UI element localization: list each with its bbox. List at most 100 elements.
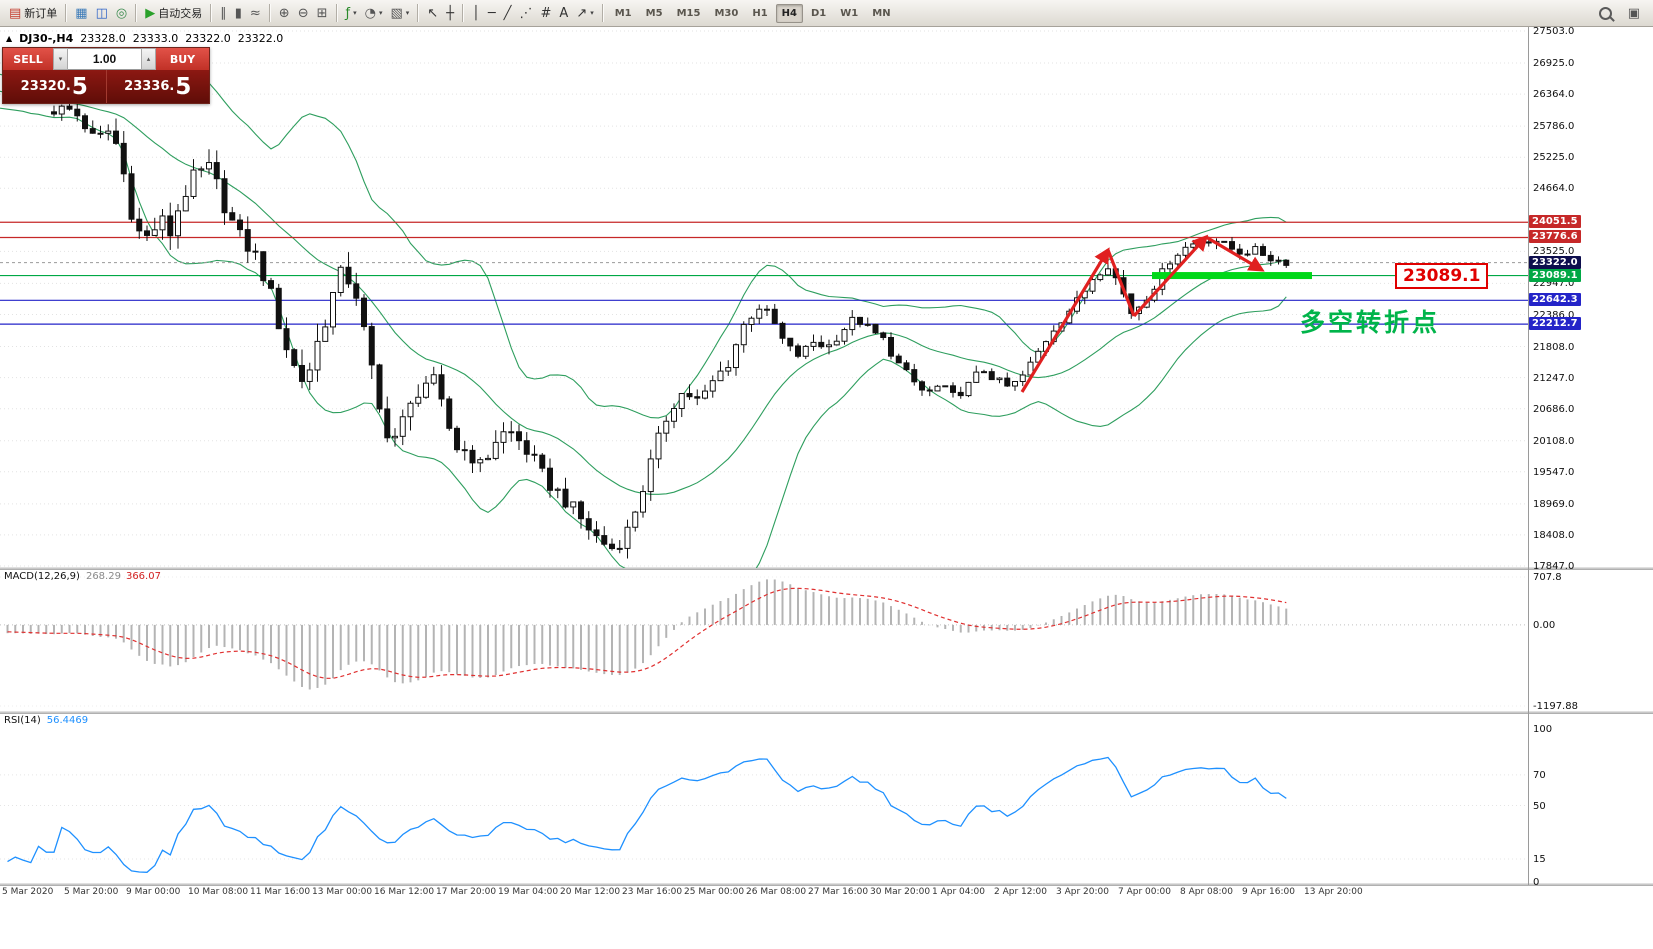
market-watch-icon[interactable]: ▦ (71, 3, 91, 24)
rsi-tick-label: 15 (1533, 854, 1546, 866)
arrows-icon-glyph: ↗ (576, 5, 588, 21)
autotrade-button-glyph: ▶ (145, 5, 156, 21)
sell-price[interactable]: 23320. 5 (3, 70, 106, 103)
trend-arrow[interactable] (1132, 234, 1209, 318)
autotrade-button[interactable]: ▶ 自动交易 (141, 3, 206, 24)
rsi-tick-label: 70 (1533, 769, 1546, 781)
rsi-line (7, 756, 1287, 873)
time-axis-label: 20 Mar 12:00 (560, 887, 621, 897)
price-tick-label: 19547.0 (1533, 466, 1575, 478)
candlestick-mode-icon[interactable]: ▮ (231, 3, 246, 24)
toolbar-separator (417, 4, 420, 22)
buy-button[interactable]: BUY (156, 48, 209, 70)
trendline-icon[interactable]: ╱ (500, 3, 516, 24)
timeframe-w1[interactable]: W1 (840, 7, 859, 19)
macd-name: MACD(12,26,9) (4, 571, 80, 582)
rsi-panel-separator[interactable] (0, 711, 1653, 714)
timeframe-h1[interactable]: H1 (752, 7, 768, 19)
ohlc-high: 23333.0 (132, 32, 179, 45)
chart-drawings (1020, 234, 1312, 393)
data-window-icon[interactable]: ◫ (92, 3, 112, 24)
time-axis-label: 5 Mar 20:00 (64, 887, 119, 897)
ohlc-close: 23322.0 (237, 32, 284, 45)
new-order-button[interactable]: ▤ 新订单 (5, 3, 61, 24)
timeframe-mn[interactable]: MN (872, 7, 891, 19)
time-axis-label: 1 Apr 04:00 (932, 887, 985, 897)
timeframe-m5[interactable]: M5 (645, 7, 663, 19)
trend-arrow[interactable] (1106, 249, 1136, 317)
timeframe-m1[interactable]: M1 (614, 7, 632, 19)
channel-icon[interactable]: ⋰ (516, 3, 537, 24)
toolbar-separator (601, 4, 604, 22)
templates-button[interactable]: ▧ ▾ (386, 3, 413, 24)
price-tick-label: 27503.0 (1533, 26, 1575, 37)
collapse-arrow-icon[interactable]: ▲ (6, 34, 13, 43)
zoom-out-icon-glyph: ⊖ (297, 5, 309, 21)
crosshair-icon[interactable]: ┼ (442, 3, 458, 24)
candlestick-mode-icon-glyph: ▮ (234, 5, 242, 21)
volume-input[interactable] (68, 48, 141, 70)
toolbar-separator (135, 4, 138, 22)
line-chart-mode-icon[interactable]: ≈ (246, 3, 265, 24)
cursor-icon[interactable]: ↖ (423, 3, 442, 24)
line-chart-mode-icon-glyph: ≈ (249, 5, 261, 21)
current-price-badge: 23322.0 (1529, 255, 1581, 269)
horizontal-line-icon[interactable]: ─ (484, 3, 500, 24)
level-lines (0, 221, 1528, 325)
annotation-text[interactable]: 多空转折点 (1300, 308, 1441, 337)
data-window-icon-glyph: ◫ (95, 5, 108, 21)
bar-chart-mode-icon[interactable]: ∥ (216, 3, 231, 24)
fibonacci-icon[interactable]: # (537, 3, 556, 24)
symbol-label: DJ30-,H4 (19, 32, 74, 45)
chart-title: ▲ DJ30-,H4 23328.0 23333.0 23322.0 23322… (6, 32, 283, 45)
trend-arrow[interactable] (1205, 235, 1265, 272)
search-icon[interactable] (1595, 3, 1616, 24)
tile-windows-icon[interactable]: ⊞ (313, 3, 332, 24)
price-tick-label: 22947.0 (1533, 278, 1575, 290)
volume-decrease-button[interactable]: ▾ (53, 48, 68, 70)
price-tick-label: 25225.0 (1533, 152, 1575, 164)
toolbar-separator (268, 4, 271, 22)
time-axis-label: 3 Apr 20:00 (1056, 887, 1109, 897)
bid-price-big-digit: 5 (71, 73, 88, 100)
volume-increase-button[interactable]: ▴ (141, 48, 156, 70)
price-level-badge: 23776.6 (1529, 230, 1581, 244)
price-level-badge: 22212.7 (1529, 317, 1581, 331)
sell-button[interactable]: SELL (3, 48, 53, 70)
price-level-badge: 23089.1 (1529, 268, 1581, 282)
timeframe-m30[interactable]: M30 (714, 7, 739, 19)
ask-price-main: 23336. (124, 79, 175, 94)
navigator-icon[interactable]: ◎ (112, 3, 131, 24)
timeframe-m15[interactable]: M15 (676, 7, 701, 19)
price-callout[interactable]: 23089.1 (1395, 263, 1489, 289)
timeframe-d1[interactable]: D1 (810, 7, 827, 19)
time-axis-label: 5 Mar 2020 (2, 887, 54, 897)
ask-price-big-digit: 5 (175, 73, 192, 100)
price-tick-label: 18969.0 (1533, 498, 1575, 510)
indicators-button[interactable]: ƒ ▾ (342, 3, 361, 24)
arrows-icon[interactable]: ↗ ▾ (572, 3, 597, 24)
macd-panel-separator[interactable] (0, 567, 1653, 570)
periods-button[interactable]: ◔ ▾ (361, 3, 387, 24)
new-order-button-label: 新订单 (24, 6, 58, 20)
vertical-line-icon[interactable]: │ (468, 3, 484, 24)
price-tick-label: 26364.0 (1533, 89, 1575, 101)
text-icon[interactable]: A (555, 3, 572, 24)
zoom-in-icon[interactable]: ⊕ (275, 3, 294, 24)
macd-value-signal: 366.07 (125, 571, 161, 582)
new-window-icon[interactable]: ▣ (1624, 3, 1644, 24)
toolbar-separator (335, 4, 338, 22)
caret-down-icon: ▾ (353, 8, 357, 17)
time-axis-label: 9 Apr 16:00 (1242, 887, 1295, 897)
caret-down-icon: ▾ (590, 8, 594, 17)
timeframe-h4[interactable]: H4 (775, 3, 803, 23)
time-axis-label: 13 Mar 00:00 (312, 887, 373, 897)
rsi-tick-label: 100 (1533, 724, 1553, 735)
trend-arrow[interactable] (1020, 247, 1110, 393)
zoom-out-icon[interactable]: ⊖ (294, 3, 313, 24)
macd-histogram (6, 579, 1288, 690)
buy-price[interactable]: 23336. 5 (105, 70, 210, 103)
time-axis-label: 30 Mar 20:00 (870, 887, 931, 897)
green-highlight-bar[interactable] (1152, 272, 1312, 280)
